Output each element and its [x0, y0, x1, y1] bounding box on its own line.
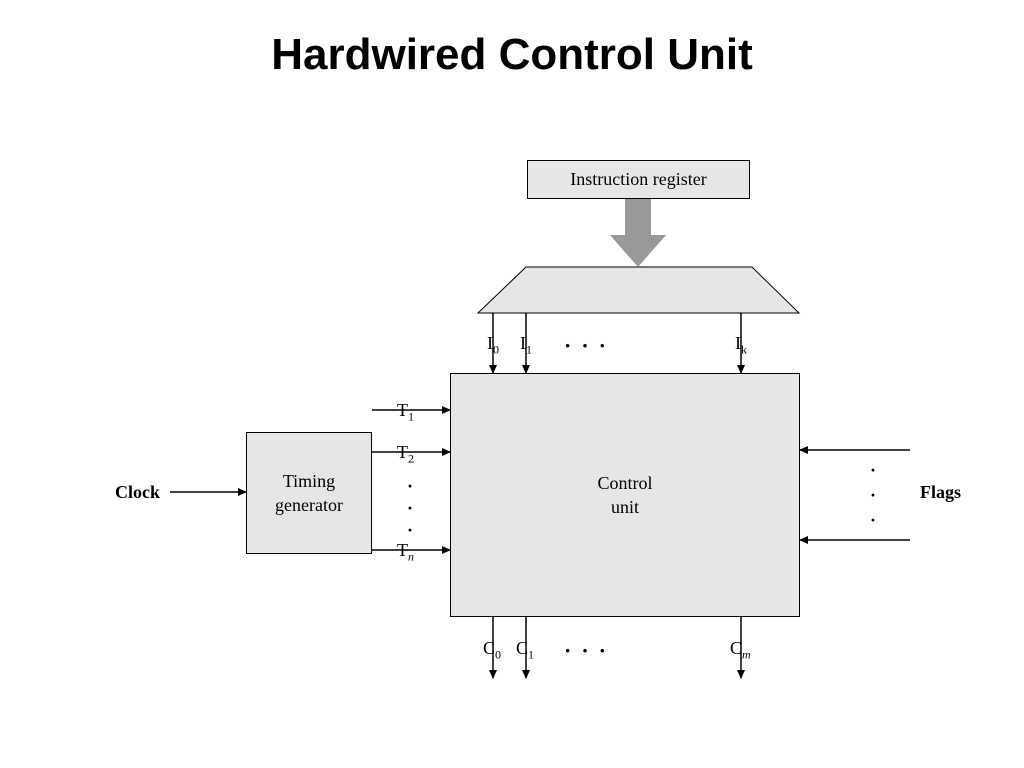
instruction-to-decoder-arrow	[610, 199, 666, 267]
control-unit-box: Control unit	[450, 373, 800, 617]
flags-dot1: ·	[870, 460, 876, 481]
decoder-output-i0: I0	[487, 333, 499, 358]
decoder-output-i1: I1	[520, 333, 532, 358]
control-output-dots: ···	[564, 638, 616, 664]
flags-label: Flags	[920, 482, 961, 503]
timing-output-dot3: ·	[407, 520, 413, 541]
control-output-c0: C0	[483, 638, 501, 663]
flags-dot3: ·	[870, 510, 876, 531]
control-unit-label: Control unit	[597, 471, 652, 520]
timing-output-dot1: ·	[407, 476, 413, 497]
timing-output-dot2: ·	[407, 498, 413, 519]
decoder-label: Decoder	[602, 278, 663, 299]
timing-generator-label: Timing generator	[275, 469, 343, 518]
decoder-output-ik: Ik	[735, 333, 747, 358]
flags-dot2: ·	[870, 485, 876, 506]
timing-output-t1: T1	[397, 400, 414, 425]
instruction-register-box: Instruction register	[527, 160, 750, 199]
timing-output-t2: T2	[397, 442, 414, 467]
timing-generator-box: Timing generator	[246, 432, 372, 554]
control-output-cm: Cm	[730, 638, 751, 663]
page-title: Hardwired Control Unit	[0, 30, 1024, 80]
clock-label: Clock	[115, 482, 160, 503]
timing-output-tn: Tn	[397, 540, 414, 565]
decoder-output-dots: ···	[564, 333, 616, 359]
control-output-c1: C1	[516, 638, 534, 663]
instruction-register-label: Instruction register	[570, 167, 706, 191]
